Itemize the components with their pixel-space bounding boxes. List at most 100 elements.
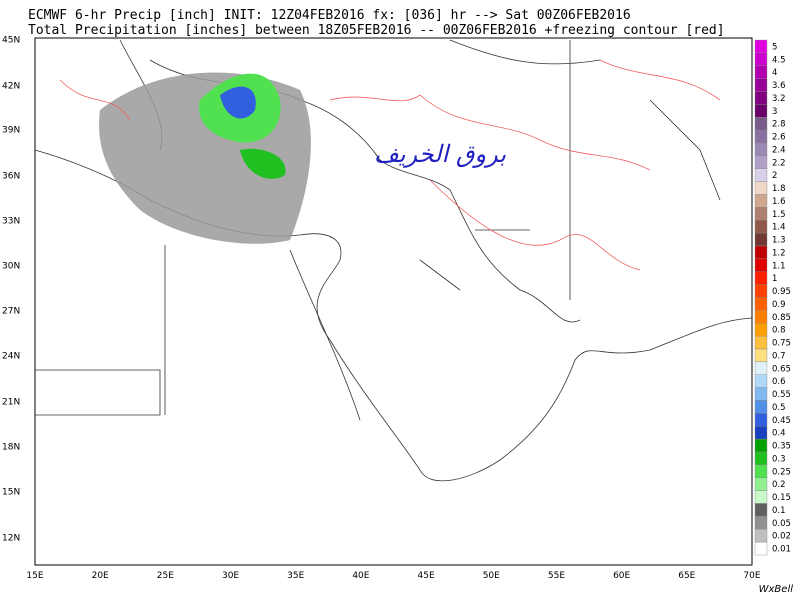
header-line1: ECMWF 6-hr Precip [inch] INIT: 12Z04FEB2… bbox=[28, 8, 631, 23]
colorbar-swatch bbox=[754, 374, 768, 388]
colorbar-swatch bbox=[754, 52, 768, 66]
colorbar-swatch bbox=[754, 129, 768, 144]
colorbar-label: 0.3 bbox=[772, 454, 786, 464]
colorbar-swatch bbox=[754, 387, 768, 401]
freezing-contours bbox=[59, 59, 721, 271]
colorbar-label: 0.4 bbox=[772, 429, 786, 439]
colorbar-label: 0.6 bbox=[772, 377, 786, 387]
colorbar-label: 0.55 bbox=[772, 390, 791, 400]
lon-label: 40E bbox=[352, 571, 369, 581]
lat-label: 39N bbox=[2, 126, 20, 136]
colorbar-label: 0.02 bbox=[772, 532, 791, 542]
lon-label: 60E bbox=[613, 571, 630, 581]
colorbar-label: 1 bbox=[772, 274, 777, 284]
colorbar-swatch bbox=[754, 426, 768, 440]
colorbar-swatch bbox=[754, 245, 768, 260]
colorbar-swatch bbox=[754, 477, 768, 491]
colorbar-swatch bbox=[754, 438, 768, 453]
colorbar-swatch bbox=[754, 335, 768, 350]
colorbar-swatch bbox=[754, 451, 768, 466]
colorbar-label: 2.4 bbox=[772, 145, 786, 155]
colorbar-swatch bbox=[754, 91, 768, 105]
colorbar-swatch bbox=[754, 400, 768, 414]
colorbar-label: 5 bbox=[772, 42, 777, 52]
colorbar-label: 2.2 bbox=[772, 158, 786, 168]
colorbar-swatch bbox=[754, 258, 768, 272]
lat-label: 12N bbox=[2, 534, 20, 544]
colorbar-swatch bbox=[754, 297, 768, 311]
colorbar-swatch bbox=[754, 464, 768, 478]
colorbar-swatch bbox=[754, 39, 768, 54]
lon-label: 25E bbox=[157, 571, 174, 581]
colorbar-swatch bbox=[754, 529, 768, 543]
colorbar-label: 2.6 bbox=[772, 133, 786, 143]
lat-label: 21N bbox=[2, 398, 20, 408]
colorbar-label: 4 bbox=[772, 68, 777, 78]
lat-label: 24N bbox=[2, 352, 20, 362]
lat-label: 45N bbox=[2, 36, 20, 46]
colorbar-label: 0.15 bbox=[772, 493, 791, 503]
lon-label: 70E bbox=[743, 571, 760, 581]
colorbar-swatch bbox=[754, 78, 768, 92]
colorbar-swatch bbox=[754, 207, 768, 221]
colorbar-label: 0.65 bbox=[772, 364, 791, 374]
colorbar-label: 4.5 bbox=[772, 55, 786, 65]
credit: WxBell bbox=[759, 584, 794, 595]
colorbar-label: 0.35 bbox=[772, 442, 791, 452]
lon-label: 45E bbox=[418, 571, 435, 581]
colorbar-label: 3.6 bbox=[772, 81, 786, 91]
colorbar-label: 0.95 bbox=[772, 287, 791, 297]
colorbar-label: 0.8 bbox=[772, 326, 786, 336]
colorbar-label: 1.6 bbox=[772, 197, 786, 207]
colorbar-label: 3 bbox=[772, 107, 777, 117]
colorbar-label: 1.4 bbox=[772, 223, 786, 233]
colorbar-label: 0.85 bbox=[772, 313, 791, 323]
colorbar-label: 1.2 bbox=[772, 248, 786, 258]
colorbar-label: 0.7 bbox=[772, 351, 786, 361]
lon-label: 50E bbox=[483, 571, 500, 581]
lon-label: 65E bbox=[678, 571, 695, 581]
precip-color bbox=[199, 73, 286, 179]
colorbar-label: 1.3 bbox=[772, 236, 786, 246]
lat-label: 33N bbox=[2, 217, 20, 227]
colorbar: 5 4.5 4 3.6 3.2 3 2.8 2.6 2.4 2.2 2 1.8 1.6 1.5 1.4 1.3… bbox=[754, 39, 791, 556]
colorbar-label: 0.25 bbox=[772, 467, 791, 477]
colorbar-swatch bbox=[754, 323, 768, 337]
lat-label: 18N bbox=[2, 443, 20, 453]
colorbar-label: 0.75 bbox=[772, 339, 791, 349]
colorbar-label: 2 bbox=[772, 171, 777, 181]
colorbar-label: 1.5 bbox=[772, 210, 786, 220]
colorbar-label: 0.1 bbox=[772, 506, 786, 516]
colorbar-label: 0.05 bbox=[772, 519, 791, 529]
colorbar-swatch bbox=[754, 104, 768, 118]
colorbar-swatch bbox=[754, 516, 768, 530]
lon-label: 55E bbox=[548, 571, 565, 581]
colorbar-swatch bbox=[754, 155, 768, 169]
lat-label: 27N bbox=[2, 307, 20, 317]
colorbar-swatch bbox=[754, 65, 768, 79]
colorbar-swatch bbox=[754, 541, 768, 556]
colorbar-swatch bbox=[754, 503, 768, 517]
colorbar-swatch bbox=[754, 271, 768, 285]
colorbar-label: 3.2 bbox=[772, 94, 786, 104]
colorbar-swatch bbox=[754, 220, 768, 234]
colorbar-swatch bbox=[754, 361, 768, 375]
colorbar-swatch bbox=[754, 168, 768, 182]
colorbar-swatch bbox=[754, 490, 768, 504]
colorbar-swatch bbox=[754, 181, 768, 195]
lon-label: 30E bbox=[222, 571, 239, 581]
colorbar-label: 0.9 bbox=[772, 300, 786, 310]
colorbar-label: 0.2 bbox=[772, 480, 786, 490]
colorbar-swatch bbox=[754, 232, 768, 247]
axis-labels: 45N 42N 39N 36N 33N 30N 27N 24N 21N 18N 15N 12N 15E 2… bbox=[2, 36, 761, 582]
colorbar-label: 0.5 bbox=[772, 403, 786, 413]
header-line2: Total Precipitation [inches] between 18Z… bbox=[28, 23, 725, 38]
lat-label: 42N bbox=[2, 82, 20, 92]
colorbar-swatch bbox=[754, 413, 768, 427]
colorbar-label: 1.8 bbox=[772, 184, 786, 194]
colorbar-label: 1.1 bbox=[772, 261, 786, 271]
watermark: بروق الخريف bbox=[374, 140, 506, 168]
lon-label: 15E bbox=[26, 571, 43, 581]
colorbar-swatch bbox=[754, 348, 768, 363]
